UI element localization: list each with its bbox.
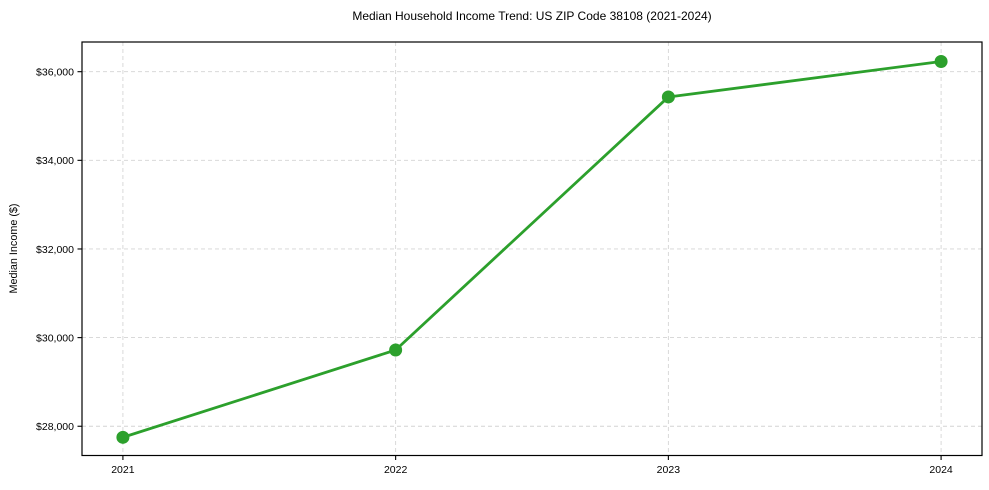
plot-area: $28,000 $30,000 $32,000 $34,000 $36,000 2021 2… (36, 41, 983, 476)
data-point-2021 (116, 430, 130, 444)
data-point-2024 (934, 55, 948, 69)
x-tick-label: 2021 (111, 464, 135, 476)
x-tick-label: 2023 (657, 464, 681, 476)
series-line (121, 60, 943, 439)
data-point-2023 (661, 90, 675, 104)
y-tick-label: $30,000 (36, 332, 74, 344)
y-tick-label: $28,000 (36, 421, 74, 433)
x-tick-label: 2022 (384, 464, 408, 476)
x-tick-label: 2024 (929, 464, 953, 476)
data-point-2022 (389, 343, 403, 357)
y-tick-label: $32,000 (36, 244, 74, 256)
y-tick-label: $36,000 (36, 66, 74, 78)
y-tick-label: $34,000 (36, 155, 74, 167)
axes-spines (81, 41, 983, 457)
chart-title: Median Household Income Trend: US ZIP Co… (352, 9, 712, 23)
y-axis-label: Median Income ($) (8, 203, 20, 293)
